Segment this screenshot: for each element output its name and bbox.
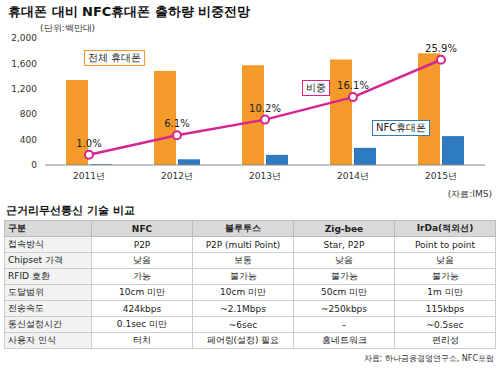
html-text:10cm 미만: 10cm 미만 (220, 287, 266, 297)
svg-text:25.9%: 25.9% (425, 43, 457, 54)
svg-text:2011년: 2011년 (73, 171, 105, 181)
html-text:(단위:백만대): (단위:백만대) (40, 23, 96, 33)
svg-text:2013년: 2013년 (249, 171, 281, 181)
html-text:~0.5sec: ~0.5sec (426, 319, 464, 330)
html-text:불가능: 불가능 (431, 271, 459, 281)
html-text:NFC: NFC (131, 223, 153, 234)
html-text:도달범위: 도달범위 (8, 287, 44, 297)
html-text:NFC휴대폰: NFC휴대폰 (376, 122, 427, 133)
html-text:비중: 비중 (306, 82, 326, 93)
html-text:전체 휴대폰: 전체 휴대폰 (88, 52, 142, 63)
html-text:~2.1Mbps: ~2.1Mbps (220, 303, 266, 314)
html-text:편리성: 편리성 (431, 335, 459, 345)
html-text:~6sec: ~6sec (228, 319, 258, 330)
html-text:터치: 터치 (133, 335, 151, 345)
html-text:불가능: 불가능 (229, 271, 257, 281)
html-text:전송속도: 전송속도 (8, 303, 44, 313)
html-text:RFID 호환: RFID 호환 (8, 271, 50, 281)
svg-text:1,200: 1,200 (11, 84, 37, 94)
html-text:424kbps: 424kbps (122, 303, 162, 314)
html-text:IrDa(적외선): IrDa(적외선) (416, 223, 474, 233)
html-text:0.1sec 미만: 0.1sec 미만 (116, 319, 168, 329)
html-text:휴대폰 대비 NFC휴대폰 출하량 비중전망: 휴대폰 대비 NFC휴대폰 출하량 비중전망 (8, 4, 251, 19)
svg-text:2014년: 2014년 (337, 171, 369, 181)
html-text:50cm 미만: 50cm 미만 (321, 287, 367, 297)
svg-text:1.0%: 1.0% (76, 138, 101, 149)
html-text:통신설정시간: 통신설정시간 (8, 319, 62, 329)
html-text:홈네트워크: 홈네트워크 (321, 335, 367, 345)
html-text:보통: 보통 (234, 255, 252, 265)
svg-text:1,600: 1,600 (11, 59, 37, 69)
html-text:접속방식: 접속방식 (8, 239, 44, 249)
html-text:1m 미만: 1m 미만 (427, 287, 463, 297)
html-text:P2P (multi Point): P2P (multi Point) (205, 239, 281, 250)
svg-text:10.2%: 10.2% (249, 103, 281, 114)
svg-text:0: 0 (31, 160, 37, 170)
svg-text:400: 400 (20, 135, 37, 145)
html-text:페어링(설정) 필요: 페어링(설정) 필요 (206, 335, 280, 345)
html-text:낮음: 낮음 (436, 255, 454, 265)
html-text:~250kbps: ~250kbps (321, 303, 367, 314)
html-text:사용자 인식: 사용자 인식 (8, 335, 56, 345)
svg-text:2,000: 2,000 (11, 33, 37, 43)
html-text:낮음: 낮음 (133, 255, 151, 265)
html-text:10cm 미만: 10cm 미만 (119, 287, 165, 297)
html-text:근거리무선통신 기술 비교: 근거리무선통신 기술 비교 (6, 204, 135, 217)
html-text:자료: 하나금융경영연구소, NFC포럼: 자료: 하나금융경영연구소, NFC포럼 (363, 354, 494, 363)
svg-text:2012년: 2012년 (161, 171, 193, 181)
html-text:Chipset 가격: Chipset 가격 (8, 255, 63, 265)
html-text:115kbps: 115kbps (425, 303, 465, 314)
svg-text:800: 800 (20, 109, 37, 119)
html-text:(자료:IMS): (자료:IMS) (447, 189, 492, 199)
svg-text:16.1%: 16.1% (337, 80, 369, 91)
html-text:가능: 가능 (133, 271, 151, 281)
html-text:Point to point: Point to point (415, 239, 475, 250)
html-text:블루투스: 블루투스 (225, 223, 261, 233)
html-text:불가능: 불가능 (330, 271, 358, 281)
html-text:Star, P2P: Star, P2P (323, 239, 365, 250)
svg-text:6.1%: 6.1% (164, 118, 189, 129)
svg-text:2015년: 2015년 (425, 171, 457, 181)
html-text:P2P: P2P (133, 239, 151, 250)
html-text:낮음: 낮음 (335, 255, 353, 265)
html-text:구분: 구분 (8, 223, 26, 233)
html-text:Zig-bee: Zig-bee (324, 223, 364, 234)
